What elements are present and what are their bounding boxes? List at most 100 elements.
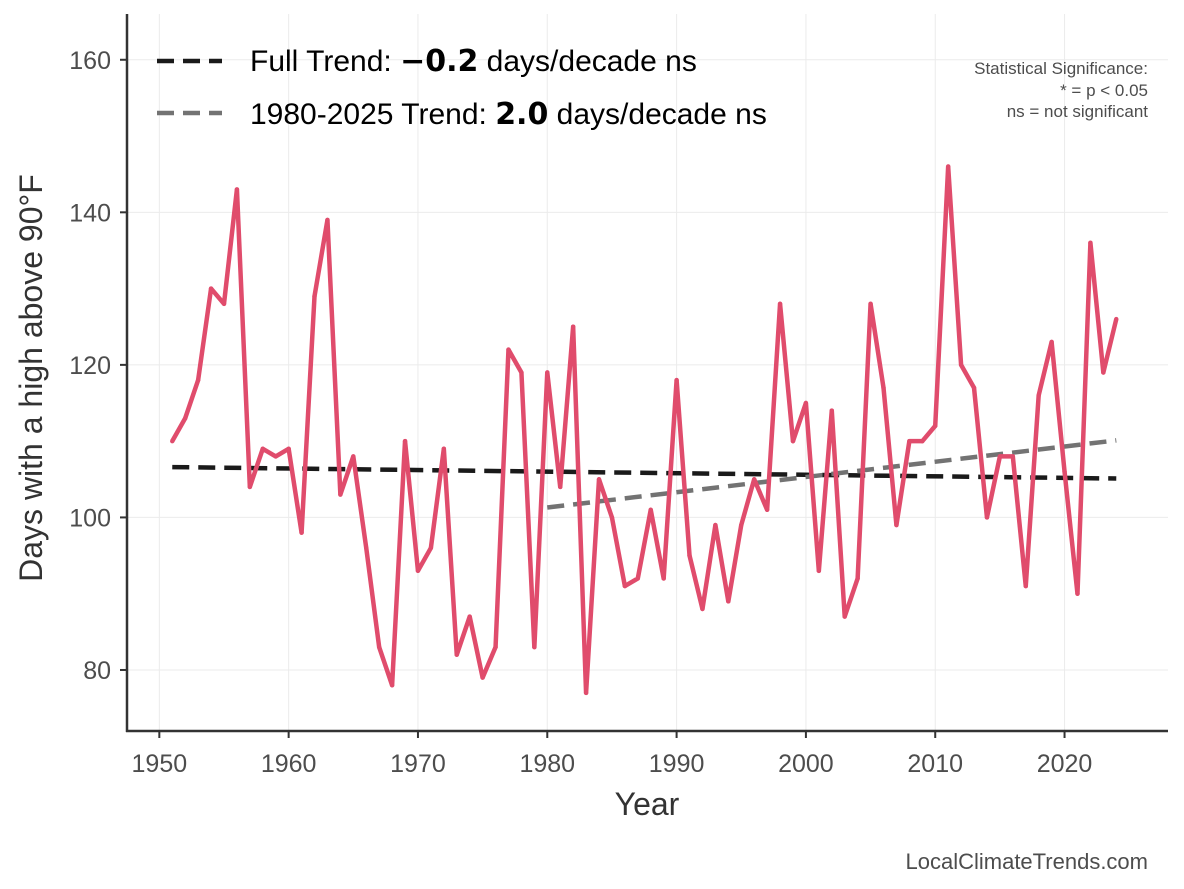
data-point-2018 bbox=[1036, 393, 1041, 398]
data-point-1964 bbox=[338, 492, 343, 497]
data-point-2008 bbox=[907, 438, 912, 444]
data-point-2006 bbox=[881, 385, 886, 390]
data-point-2001 bbox=[816, 568, 822, 574]
data-point-2022 bbox=[1088, 240, 1093, 246]
axes bbox=[120, 14, 1168, 738]
trend-line-recent bbox=[547, 438, 1117, 510]
significance-note-star: * = p < 0.05 bbox=[1060, 81, 1148, 100]
data-point-1993 bbox=[713, 522, 718, 528]
data-point-1981 bbox=[558, 484, 563, 490]
data-point-1987 bbox=[635, 576, 641, 581]
x-axis-title: Year bbox=[615, 786, 680, 822]
data-point-2024 bbox=[1114, 316, 1119, 322]
data-point-2000 bbox=[803, 400, 809, 406]
trend-line-full bbox=[172, 464, 1117, 481]
data-point-2013 bbox=[971, 385, 977, 390]
data-point-2019 bbox=[1049, 339, 1054, 345]
data-point-2003 bbox=[842, 614, 847, 619]
legend-entry-full-trend: Full Trend: −0.2 days/decade ns bbox=[250, 44, 697, 79]
data-point-1973 bbox=[454, 652, 459, 657]
data-point-1992 bbox=[700, 606, 705, 612]
data-point-1984 bbox=[596, 477, 602, 482]
y-tick-label-80: 80 bbox=[83, 657, 111, 685]
data-point-1953 bbox=[195, 377, 201, 383]
x-tick-label-2010: 2010 bbox=[907, 750, 963, 778]
data-point-1952 bbox=[182, 416, 188, 421]
legend-recent-trend-value: 2.0 bbox=[495, 97, 548, 132]
data-point-1967 bbox=[376, 644, 382, 650]
legend: Full Trend: −0.2 days/decade ns 1980-202… bbox=[157, 44, 767, 132]
data-point-1974 bbox=[467, 614, 472, 619]
data-point-1991 bbox=[687, 553, 692, 558]
y-tick-label-100: 100 bbox=[69, 504, 111, 532]
legend-recent-trend-suffix: days/decade ns bbox=[548, 98, 766, 131]
data-point-2005 bbox=[868, 301, 873, 307]
data-point-1982 bbox=[570, 324, 576, 329]
data-point-2009 bbox=[920, 438, 925, 444]
tick-labels: 1950 1960 1970 1980 1990 2000 2010 2020 80 100 120… bbox=[69, 47, 1092, 778]
data-point-2010 bbox=[933, 423, 938, 429]
data-point-1969 bbox=[402, 438, 408, 444]
data-point-2017 bbox=[1023, 583, 1028, 589]
data-point-2021 bbox=[1075, 591, 1080, 596]
series-line bbox=[170, 164, 1119, 696]
data-point-1965 bbox=[351, 454, 356, 459]
data-point-1966 bbox=[364, 545, 369, 551]
data-point-2002 bbox=[829, 408, 834, 413]
legend-full-trend-value: −0.2 bbox=[400, 44, 478, 79]
data-point-1995 bbox=[739, 522, 744, 528]
data-point-1983 bbox=[583, 690, 589, 696]
data-point-1970 bbox=[415, 568, 421, 574]
x-tick-label-1980: 1980 bbox=[519, 750, 575, 778]
significance-note-title: Statistical Significance: bbox=[974, 59, 1148, 78]
data-point-1989 bbox=[661, 576, 666, 581]
data-point-2007 bbox=[894, 522, 899, 528]
data-point-1959 bbox=[273, 454, 278, 459]
data-point-1997 bbox=[764, 507, 770, 512]
data-point-1955 bbox=[221, 301, 227, 307]
x-tick-label-1960: 1960 bbox=[261, 750, 317, 778]
data-point-1996 bbox=[751, 477, 757, 482]
data-point-1962 bbox=[312, 294, 317, 299]
legend-recent-trend-prefix: 1980-2025 Trend: bbox=[250, 98, 495, 131]
data-point-1960 bbox=[286, 446, 291, 451]
data-point-2011 bbox=[945, 164, 951, 169]
x-tick-label-2020: 2020 bbox=[1037, 750, 1093, 778]
data-point-1968 bbox=[389, 683, 395, 688]
data-point-1998 bbox=[777, 301, 783, 307]
data-point-1972 bbox=[441, 446, 447, 451]
data-point-1990 bbox=[674, 377, 679, 383]
data-point-1975 bbox=[480, 675, 485, 680]
data-point-1954 bbox=[208, 286, 214, 291]
data-point-1977 bbox=[506, 347, 511, 352]
data-point-1971 bbox=[428, 545, 434, 551]
significance-note: Statistical Significance: * = p < 0.05 n… bbox=[974, 59, 1148, 121]
data-point-2012 bbox=[958, 362, 964, 368]
trend-lines bbox=[172, 438, 1117, 510]
y-axis-title: Days with a high above 90°F bbox=[13, 174, 49, 582]
x-tick-label-1950: 1950 bbox=[132, 750, 188, 778]
data-point-2004 bbox=[855, 576, 860, 581]
legend-entry-recent-trend: 1980-2025 Trend: 2.0 days/decade ns bbox=[250, 97, 767, 132]
legend-full-trend-prefix: Full Trend: bbox=[250, 45, 400, 78]
y-tick-label-140: 140 bbox=[69, 199, 111, 227]
data-point-2014 bbox=[984, 515, 990, 520]
data-series bbox=[170, 164, 1119, 696]
data-point-1979 bbox=[532, 644, 537, 650]
source-credit: LocalClimateTrends.com bbox=[906, 849, 1149, 874]
data-point-1986 bbox=[622, 583, 628, 589]
data-point-1961 bbox=[299, 530, 304, 535]
data-point-2015 bbox=[997, 454, 1003, 459]
data-point-1976 bbox=[493, 644, 498, 650]
data-point-1951 bbox=[170, 438, 175, 444]
data-point-1958 bbox=[260, 446, 265, 451]
y-tick-label-160: 160 bbox=[69, 47, 111, 75]
data-point-2020 bbox=[1062, 469, 1067, 474]
x-tick-label-2000: 2000 bbox=[778, 750, 834, 778]
data-point-1988 bbox=[648, 507, 653, 512]
y-tick-label-120: 120 bbox=[69, 352, 111, 380]
data-point-1985 bbox=[609, 515, 615, 520]
data-point-1956 bbox=[234, 187, 240, 192]
data-point-1957 bbox=[247, 484, 253, 490]
